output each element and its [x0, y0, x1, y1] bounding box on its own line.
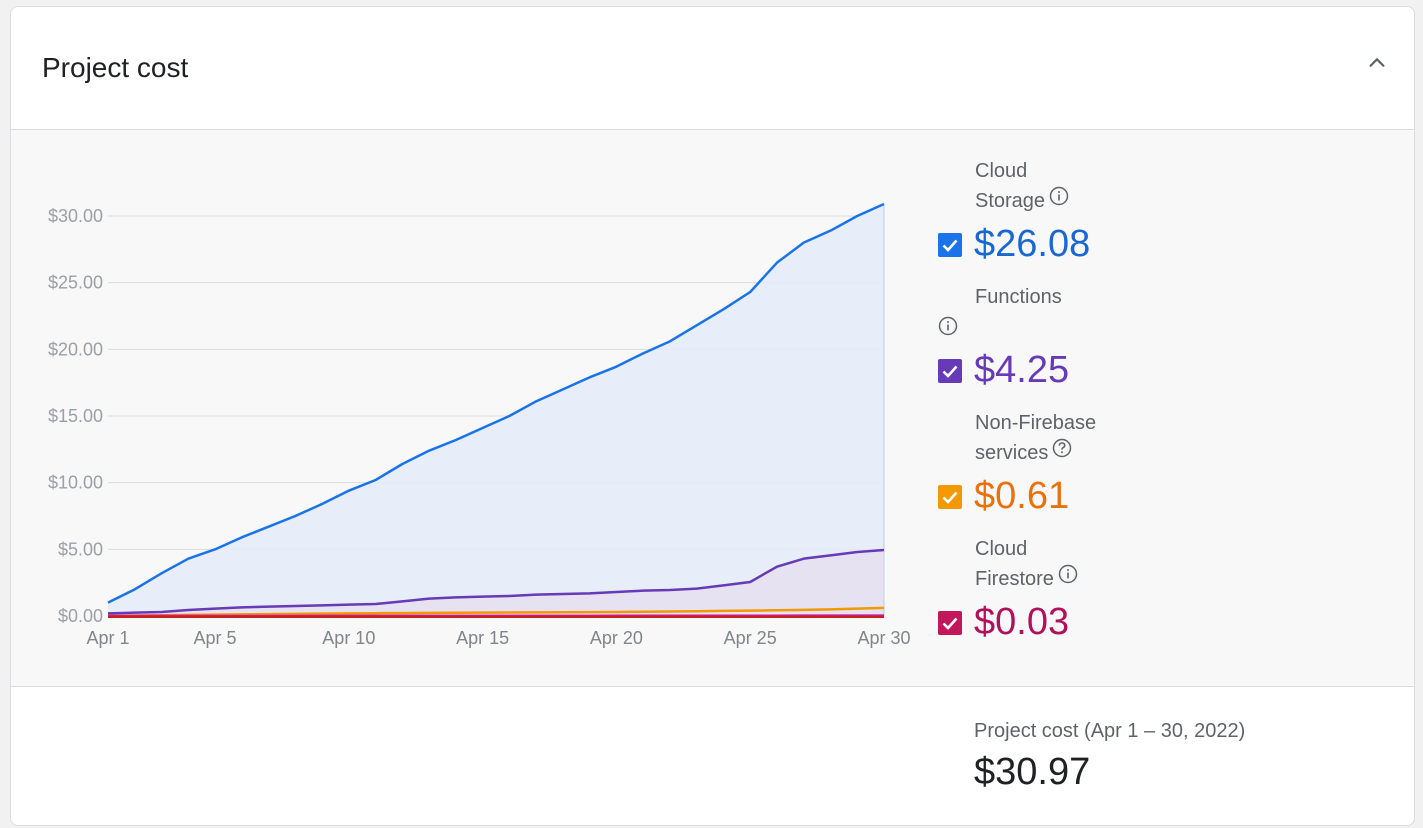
checkbox-cloud-storage[interactable] [938, 233, 962, 257]
legend-label-cloud-firestore: Cloud Firestore [975, 534, 1175, 595]
y-tick-label: $30.00 [48, 206, 103, 226]
card-header[interactable]: Project cost [11, 7, 1414, 129]
y-tick-label: $20.00 [48, 339, 103, 359]
legend-cloud-firestore: Cloud Firestore $0.03 [938, 534, 1238, 643]
card-title: Project cost [42, 52, 189, 83]
x-tick-label: Apr 5 [194, 628, 237, 648]
x-tick-label: Apr 30 [857, 628, 910, 648]
legend-value-functions: $4.25 [974, 349, 1070, 391]
legend-label-functions: Functions [975, 286, 1062, 308]
x-tick-label: Apr 20 [590, 628, 643, 648]
chevron-up-icon [1369, 58, 1385, 67]
series-line [107, 606, 885, 617]
series-area [108, 204, 884, 616]
footer-period-label: Project cost (Apr 1 – 30, 2022) [974, 720, 1246, 742]
x-tick-label: Apr 10 [322, 628, 375, 648]
legend-value-non-firebase: $0.61 [974, 475, 1070, 517]
card-body: $0.00 $5.00 $10.00 $15.00 $20.00 $25.00 $30.00… [11, 129, 1414, 687]
series-line [107, 548, 885, 615]
checkbox-functions[interactable] [938, 359, 962, 383]
y-tick-label: $5.00 [58, 539, 103, 559]
x-tick-label: Apr 25 [724, 628, 777, 648]
collapse-button[interactable] [1361, 47, 1393, 79]
legend-label-non-firebase: Non-Firebase services [975, 408, 1175, 469]
y-tick-label: $25.00 [48, 273, 103, 293]
checkbox-non-firebase[interactable] [938, 485, 962, 509]
info-icon[interactable] [938, 316, 958, 341]
legend-non-firebase: Non-Firebase services $0.61 [938, 408, 1238, 517]
y-tick-label: $0.00 [58, 606, 103, 626]
series-line [107, 202, 885, 604]
series-area [108, 550, 884, 616]
y-tick-label: $15.00 [48, 406, 103, 426]
project-cost-card: Project cost $0.00 $5.00 $10.00 $15.00 $20.0… [10, 6, 1415, 826]
cost-chart: $0.00 $5.00 $10.00 $15.00 $20.00 $25.00 $30.00… [48, 202, 911, 648]
y-tick-label: $10.00 [48, 473, 103, 493]
info-icon[interactable] [1049, 185, 1069, 215]
help-icon[interactable] [1052, 437, 1072, 467]
x-tick-label: Apr 15 [456, 628, 509, 648]
footer-total-value: $30.97 [974, 751, 1091, 793]
legend-functions: Functions $4.25 [938, 282, 1238, 391]
checkbox-cloud-firestore[interactable] [938, 611, 962, 635]
legend-value-cloud-firestore: $0.03 [974, 601, 1070, 643]
legend-cloud-storage: Cloud Storage $26.08 [938, 156, 1238, 265]
legend-value-cloud-storage: $26.08 [974, 223, 1091, 265]
legend-label-cloud-storage: Cloud Storage [975, 156, 1175, 217]
info-icon[interactable] [1058, 563, 1078, 593]
x-tick-label: Apr 1 [86, 628, 129, 648]
